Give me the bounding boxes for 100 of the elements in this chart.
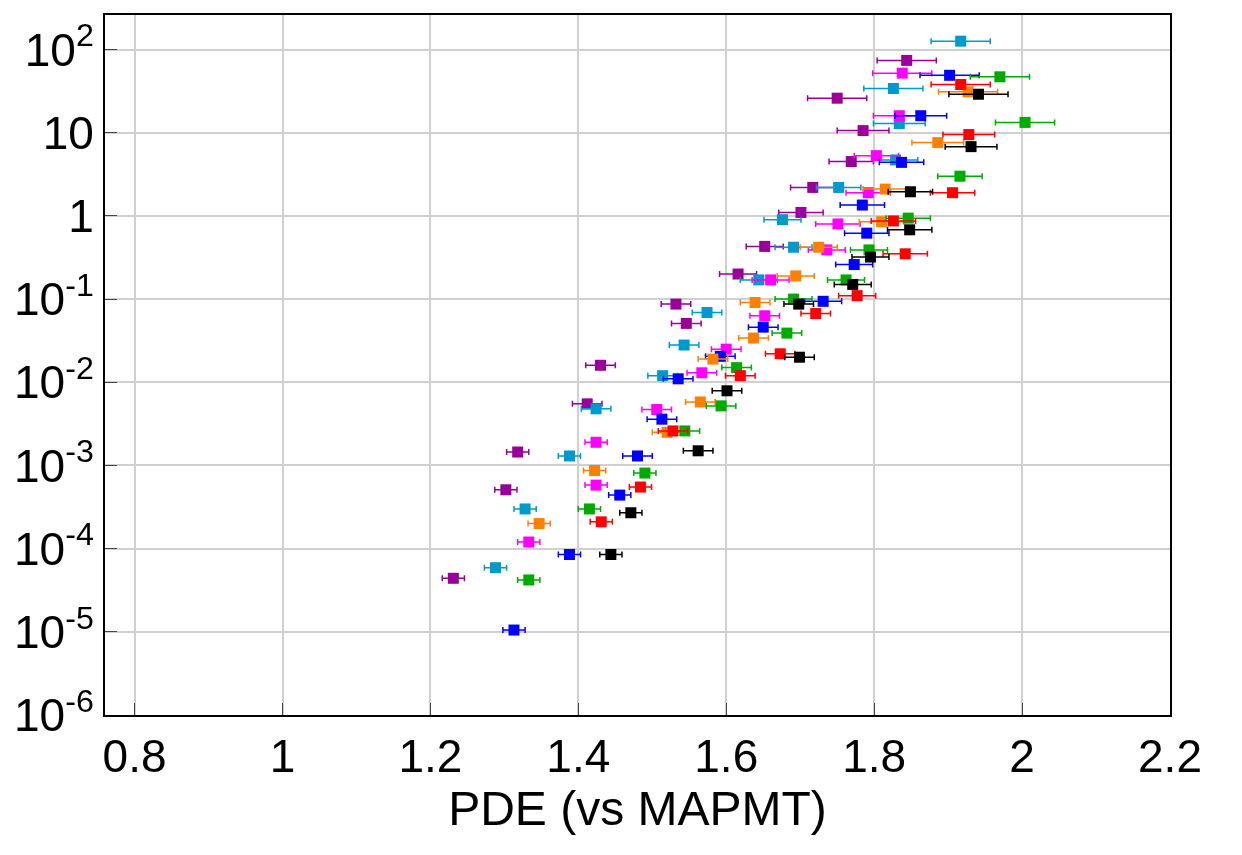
y-tick-label: 10$^{-5}$ xyxy=(14,599,94,658)
point xyxy=(887,82,899,94)
y-tick-label: 10$^{-2}$ xyxy=(14,350,94,409)
point xyxy=(847,278,859,290)
point xyxy=(963,129,975,141)
x-tick-label: 1.2 xyxy=(398,730,463,783)
point xyxy=(694,396,706,408)
point xyxy=(625,507,637,519)
point xyxy=(734,370,746,382)
point xyxy=(870,150,882,162)
x-axis-title: PDE (vs MAPMT) xyxy=(448,782,827,836)
point xyxy=(447,572,459,584)
x-tick-label: 1.4 xyxy=(546,730,611,783)
point xyxy=(904,224,916,236)
point xyxy=(765,274,777,286)
point xyxy=(932,137,944,149)
y-tick-label: 10$^{-6}$ xyxy=(14,682,94,742)
point xyxy=(651,404,663,416)
point xyxy=(590,436,602,448)
point xyxy=(813,241,825,253)
point xyxy=(848,259,860,271)
point xyxy=(790,270,802,282)
point xyxy=(832,218,844,230)
y-tick-label: 1 xyxy=(68,189,94,242)
point xyxy=(490,562,501,574)
x-tick-label: 2 xyxy=(1009,730,1035,783)
point xyxy=(901,54,913,66)
point xyxy=(605,549,617,560)
y-tick-label: 10$^{2}$ xyxy=(24,17,94,76)
point xyxy=(915,110,927,122)
point xyxy=(590,479,602,491)
point xyxy=(965,141,977,153)
point xyxy=(696,367,708,379)
point xyxy=(732,268,744,280)
point xyxy=(589,464,601,476)
point xyxy=(774,348,786,360)
point xyxy=(833,181,845,193)
point xyxy=(944,69,956,81)
y-tick-label: 10$^{-3}$ xyxy=(14,433,94,492)
point xyxy=(678,339,690,351)
point xyxy=(972,88,984,100)
point xyxy=(595,516,607,528)
point xyxy=(533,518,545,530)
point xyxy=(817,295,829,307)
point xyxy=(904,186,916,198)
point xyxy=(614,489,626,501)
point xyxy=(583,503,595,515)
point xyxy=(861,227,873,239)
point xyxy=(954,170,966,182)
x-tick-label: 1.6 xyxy=(694,730,759,783)
point xyxy=(672,373,684,385)
point xyxy=(523,536,535,548)
point xyxy=(887,215,899,227)
point xyxy=(795,206,807,218)
point xyxy=(831,92,843,104)
point xyxy=(523,574,535,586)
point xyxy=(707,353,719,365)
x-tick-label: 1 xyxy=(269,730,296,783)
point xyxy=(519,503,531,515)
point xyxy=(632,450,643,462)
point xyxy=(864,251,876,263)
point xyxy=(639,467,651,479)
point xyxy=(776,214,788,226)
point xyxy=(656,413,668,425)
x-tick-label: 0.8 xyxy=(102,730,167,783)
point xyxy=(680,317,692,329)
point xyxy=(692,445,704,457)
point xyxy=(667,425,679,437)
point xyxy=(500,484,512,496)
point xyxy=(670,298,682,310)
point xyxy=(759,240,771,252)
point xyxy=(781,327,793,339)
point xyxy=(896,67,908,79)
point xyxy=(810,308,822,320)
point xyxy=(857,125,869,137)
point xyxy=(793,351,805,363)
point xyxy=(899,248,911,260)
point xyxy=(749,296,761,308)
x-tick-label: 2.2 xyxy=(1138,730,1202,783)
point xyxy=(851,290,863,302)
point xyxy=(757,321,769,333)
point xyxy=(563,549,575,560)
x-tick-label: 1.8 xyxy=(842,730,907,783)
point xyxy=(563,450,575,462)
point xyxy=(788,241,800,253)
y-tick-label: 10 xyxy=(42,106,94,159)
point xyxy=(845,156,857,168)
point xyxy=(947,187,959,199)
point xyxy=(1019,116,1031,128)
point xyxy=(955,78,967,90)
point xyxy=(896,156,908,168)
point xyxy=(512,446,524,458)
point xyxy=(793,298,805,310)
point xyxy=(701,306,713,318)
point xyxy=(955,35,967,47)
point xyxy=(590,403,602,415)
point xyxy=(721,385,733,397)
point xyxy=(748,332,760,344)
point xyxy=(807,181,819,193)
point xyxy=(595,359,607,371)
